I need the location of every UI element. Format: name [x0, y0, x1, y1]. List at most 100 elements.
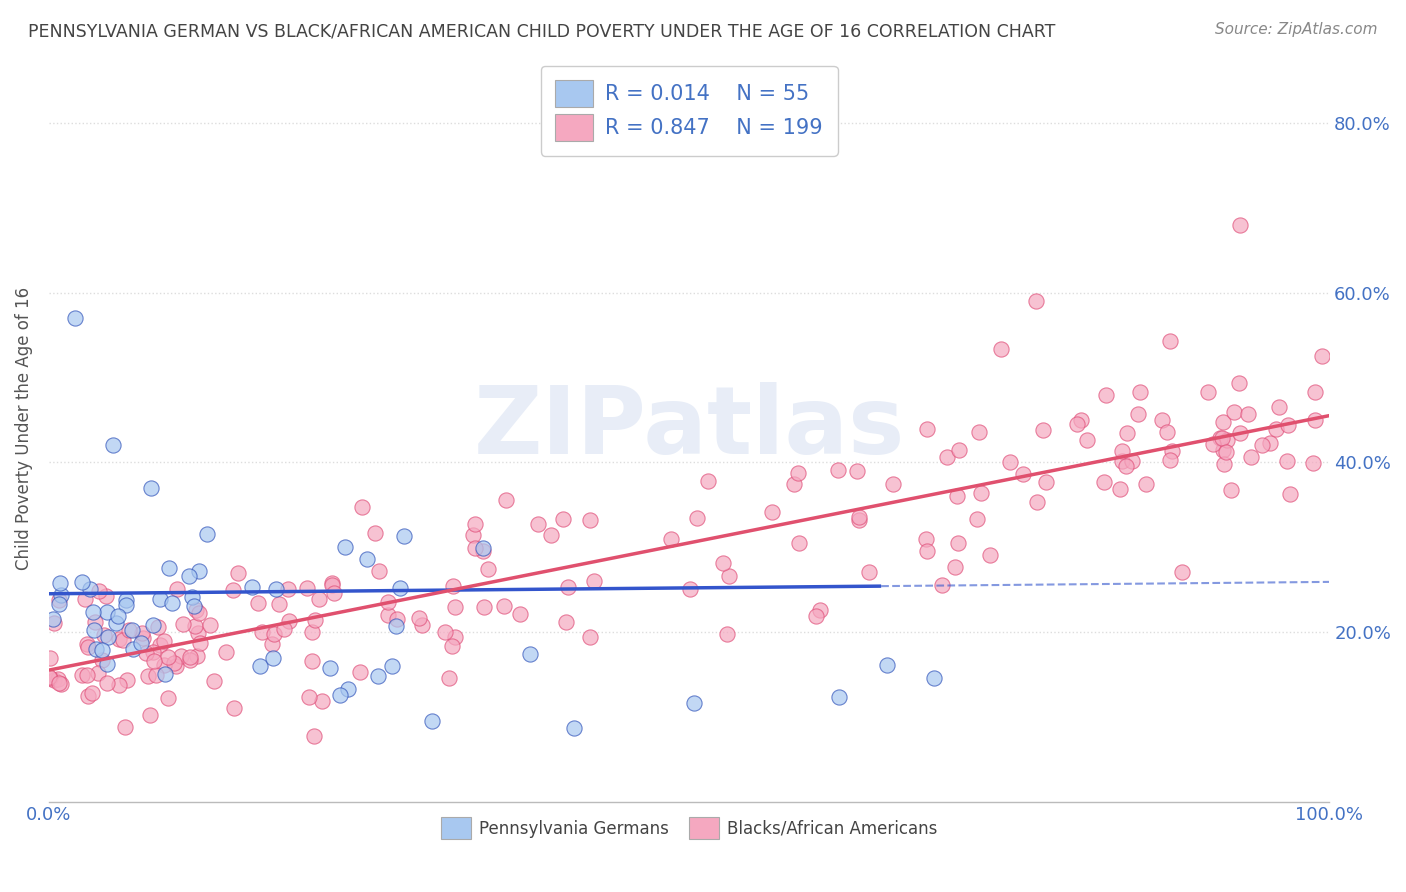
Point — [75, 591, 97, 606]
Y-axis label: Child Poverty Under the Age of 16: Child Poverty Under the Age of 16 — [15, 287, 32, 570]
Point — [96, 676, 118, 690]
Point — [1152, 413, 1174, 427]
Point — [1216, 433, 1239, 447]
Point — [181, 590, 204, 604]
Point — [1121, 454, 1143, 468]
Text: Source: ZipAtlas.com: Source: ZipAtlas.com — [1215, 22, 1378, 37]
Point — [122, 642, 145, 657]
Point — [142, 645, 165, 659]
Point — [716, 626, 738, 640]
Point — [387, 612, 409, 626]
Point — [787, 536, 810, 550]
Point — [311, 693, 333, 707]
Point — [278, 615, 301, 629]
Point — [79, 582, 101, 597]
Point — [787, 466, 810, 480]
Point — [141, 481, 163, 495]
Point — [87, 583, 110, 598]
Point — [169, 649, 191, 664]
Point — [384, 619, 406, 633]
Point — [1264, 422, 1286, 436]
Point — [76, 668, 98, 682]
Point — [39, 650, 62, 665]
Point — [679, 582, 702, 596]
Point — [156, 650, 179, 665]
Point — [240, 580, 263, 594]
Point — [250, 625, 273, 640]
Point — [1258, 436, 1281, 450]
Point — [1026, 495, 1049, 509]
Point — [945, 560, 967, 574]
Point — [301, 625, 323, 640]
Point — [915, 532, 938, 546]
Point — [111, 633, 134, 648]
Point — [437, 671, 460, 685]
Point — [472, 600, 495, 615]
Point — [153, 667, 176, 681]
Point — [477, 562, 499, 576]
Point — [83, 615, 105, 630]
Point — [48, 597, 70, 611]
Point — [659, 532, 682, 546]
Point — [198, 618, 221, 632]
Point — [49, 677, 72, 691]
Point — [924, 671, 946, 685]
Point — [1268, 400, 1291, 414]
Point — [915, 543, 938, 558]
Point — [1116, 426, 1139, 441]
Point — [46, 672, 69, 686]
Point — [350, 500, 373, 514]
Point — [321, 576, 343, 591]
Point — [1156, 425, 1178, 439]
Point — [1251, 437, 1274, 451]
Point — [979, 548, 1001, 562]
Point — [96, 589, 118, 603]
Point — [444, 630, 467, 644]
Point — [882, 476, 904, 491]
Point — [184, 602, 207, 616]
Point — [76, 640, 98, 654]
Point — [519, 647, 541, 661]
Point — [686, 511, 709, 525]
Point — [179, 649, 201, 664]
Point — [329, 688, 352, 702]
Point — [783, 477, 806, 491]
Point — [77, 689, 100, 703]
Point — [1092, 475, 1115, 489]
Point — [848, 510, 870, 524]
Point — [184, 619, 207, 633]
Point — [377, 607, 399, 622]
Point — [761, 505, 783, 519]
Point — [139, 708, 162, 723]
Point — [936, 450, 959, 465]
Point — [222, 582, 245, 597]
Point — [471, 541, 494, 555]
Point — [848, 513, 870, 527]
Point — [367, 669, 389, 683]
Point — [129, 636, 152, 650]
Point — [495, 492, 517, 507]
Point — [441, 639, 464, 653]
Point — [91, 652, 114, 666]
Point — [322, 585, 344, 599]
Point — [931, 578, 953, 592]
Point — [115, 673, 138, 688]
Point — [461, 528, 484, 542]
Point — [131, 625, 153, 640]
Point — [107, 632, 129, 646]
Point — [392, 529, 415, 543]
Point — [273, 622, 295, 636]
Point — [349, 665, 371, 680]
Legend: Pennsylvania Germans, Blacks/African Americans: Pennsylvania Germans, Blacks/African Ame… — [434, 811, 945, 846]
Point — [1161, 443, 1184, 458]
Point — [388, 582, 411, 596]
Point — [356, 551, 378, 566]
Point — [998, 455, 1021, 469]
Point — [1229, 426, 1251, 441]
Point — [118, 623, 141, 637]
Point — [49, 588, 72, 602]
Point — [697, 474, 720, 488]
Point — [1275, 454, 1298, 468]
Point — [179, 653, 201, 667]
Point — [540, 527, 562, 541]
